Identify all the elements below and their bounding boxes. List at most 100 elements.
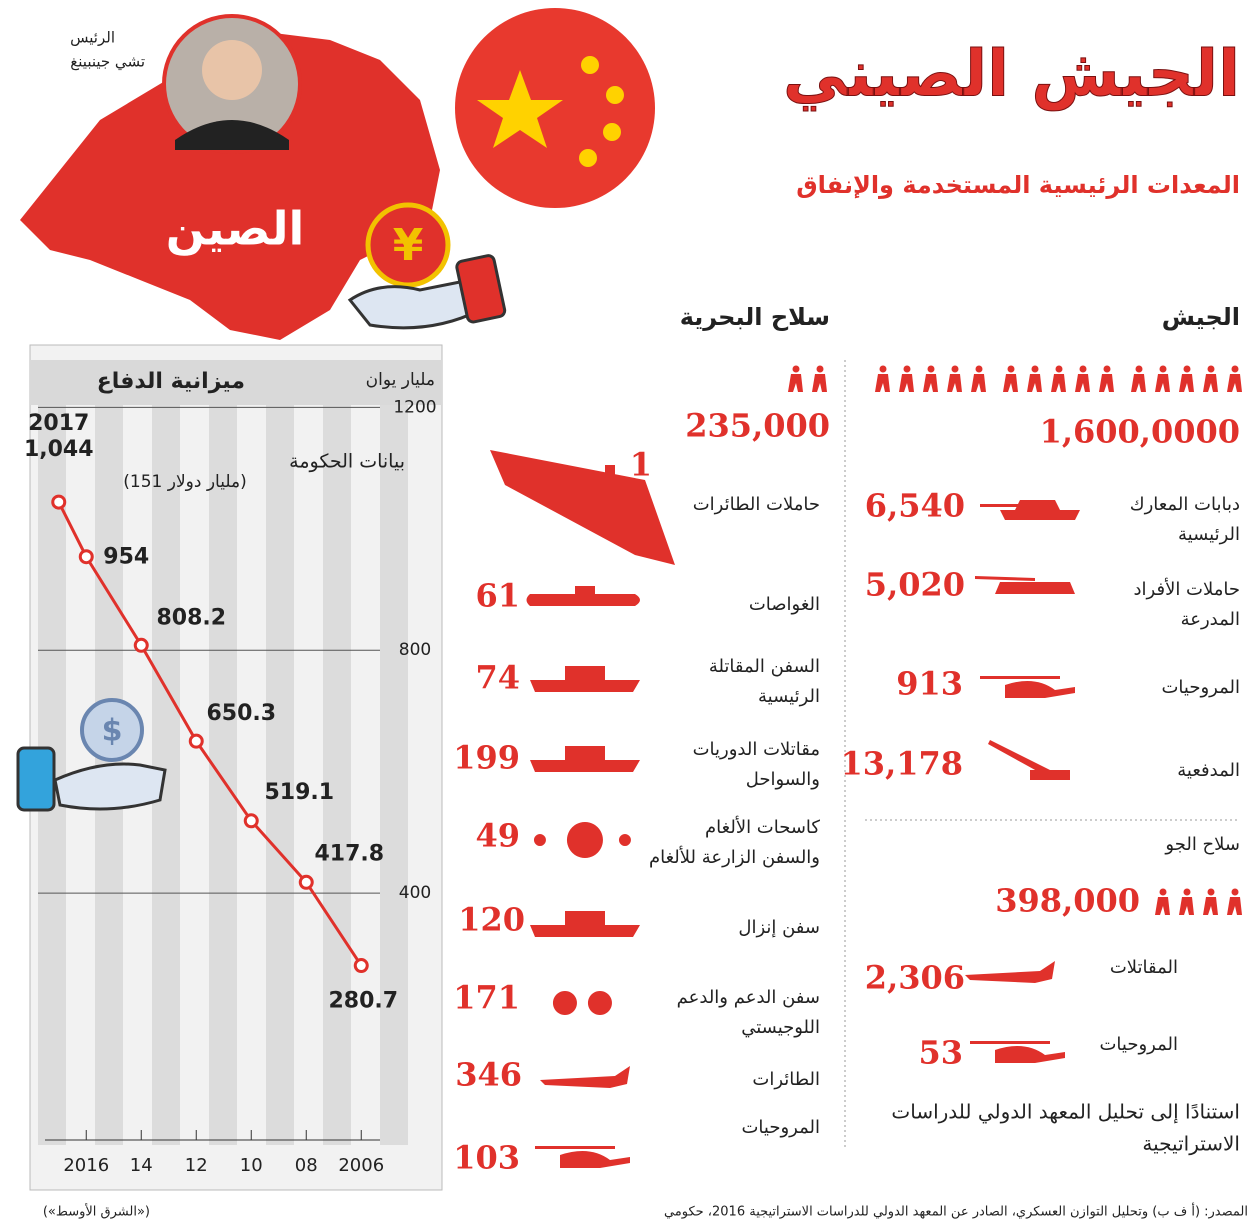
soldier-icon — [812, 374, 827, 392]
soldier-icon — [1207, 888, 1215, 896]
soldier-icon — [1075, 374, 1090, 392]
dollar-symbol: $ — [102, 714, 123, 749]
item-value: 346 — [455, 1056, 522, 1094]
item-label: سفن إنزال — [738, 917, 820, 938]
item-label: دبابات المعارك — [1130, 494, 1240, 515]
item-value: 61 — [475, 577, 520, 615]
data-label: 808.2 — [156, 605, 226, 630]
soldier-icon — [875, 374, 890, 392]
item-label: كاسحات الألغام — [705, 816, 820, 838]
soldier-icon — [923, 374, 938, 392]
soldier-icon — [1203, 897, 1218, 915]
air-heading: سلاح الجو — [1164, 834, 1240, 855]
icon-ship — [530, 911, 640, 937]
item-value: 49 — [475, 817, 520, 855]
data-label: 519.1 — [264, 780, 334, 805]
annotation: بيانات الحكومة — [289, 451, 405, 473]
icon-heli — [970, 1041, 1065, 1063]
item-label: والسواحل — [746, 769, 820, 790]
soldier-icon — [1231, 365, 1239, 373]
icon-ship — [530, 666, 640, 692]
flag-star — [603, 123, 621, 141]
soldier-icon — [971, 374, 986, 392]
point — [298, 874, 314, 890]
icon-heli — [535, 1146, 630, 1168]
soldier-icon — [1155, 374, 1170, 392]
y-axis-label: مليار يوان — [366, 370, 435, 390]
soldier-icon — [927, 365, 935, 373]
icon-sub — [526, 586, 640, 606]
item-label: الطائرات — [752, 1069, 820, 1090]
yuan-coin — [365, 202, 451, 288]
icon-heli — [980, 676, 1075, 698]
title: الجيش الصيني — [783, 38, 1240, 112]
soldier-icon — [1159, 365, 1167, 373]
point — [353, 958, 369, 974]
soldier-icon — [1131, 374, 1146, 392]
item-label: المدفعية — [1177, 760, 1240, 781]
icon-carrier — [490, 450, 675, 565]
subtitle: المعدات الرئيسية المستخدمة والإنفاق — [796, 171, 1240, 199]
soldier-icon — [1183, 888, 1191, 896]
chart-header — [30, 360, 442, 405]
country-name: الصين — [166, 202, 305, 256]
item-label: والسفن الزارعة للألغام — [649, 846, 820, 868]
point — [133, 637, 149, 653]
year-label: 2017 — [28, 411, 89, 436]
soldier-icon — [879, 365, 887, 373]
x-tick-label: 10 — [240, 1155, 263, 1176]
army-heading: الجيش — [1162, 303, 1240, 331]
item-value: 53 — [918, 1034, 963, 1072]
soldier-icon — [1079, 365, 1087, 373]
soldier-icon — [1099, 374, 1114, 392]
president-title: الرئيس — [70, 29, 115, 47]
navy-personnel: 235,000 — [685, 407, 830, 445]
icon-gun — [988, 740, 1070, 780]
soldier-icon — [1055, 365, 1063, 373]
usd-note: (151 مليار دولار) — [123, 472, 246, 492]
data-label: 280.7 — [328, 989, 398, 1014]
y-tick-label: 1200 — [393, 397, 436, 417]
soldier-icon — [947, 374, 962, 392]
x-tick-label: 12 — [185, 1155, 208, 1176]
soldier-icon — [1183, 365, 1191, 373]
item-value: 103 — [453, 1139, 520, 1177]
stripe — [209, 405, 237, 1145]
soldier-icon — [1179, 374, 1194, 392]
portrait-face — [202, 40, 262, 100]
item-value: 120 — [458, 901, 525, 939]
item-value: 13,178 — [841, 745, 963, 783]
point — [243, 813, 259, 829]
flag-star — [581, 56, 599, 74]
item-value: 913 — [896, 665, 963, 703]
item-label: مقاتلات الدوريات — [693, 739, 820, 760]
item-value: 6,540 — [865, 487, 965, 525]
air-personnel: 398,000 — [995, 882, 1140, 920]
soldier-icon — [1007, 365, 1015, 373]
item-label: الرئيسية — [1178, 524, 1240, 545]
y-tick-label: 400 — [399, 883, 431, 903]
item-label: المقاتلات — [1110, 957, 1178, 978]
soldier-icon — [899, 374, 914, 392]
item-value: 171 — [453, 979, 520, 1017]
icon-mine — [533, 822, 631, 858]
item-value: 199 — [453, 739, 520, 777]
item-label: حاملات الطائرات — [693, 494, 820, 515]
cuff — [16, 746, 56, 812]
air-note: الاستراتيجية — [1142, 1132, 1240, 1156]
soldier-icon — [903, 365, 911, 373]
soldier-icon — [1003, 374, 1018, 392]
soldier-icon — [1135, 365, 1143, 373]
item-label: حاملات الأفراد — [1134, 578, 1240, 600]
army-personnel: 1,600,0000 — [1040, 413, 1240, 451]
navy-heading: سلاح البحرية — [680, 303, 830, 331]
dollar-coin — [80, 698, 144, 762]
data-label: 650.3 — [206, 701, 276, 726]
soldier-icon — [975, 365, 983, 373]
yuan-symbol: ¥ — [393, 220, 424, 271]
data-label: 1,044 — [24, 437, 94, 462]
soldier-icon — [816, 365, 824, 373]
item-label: سفن الدعم والدعم — [677, 987, 820, 1008]
hand — [53, 762, 167, 811]
